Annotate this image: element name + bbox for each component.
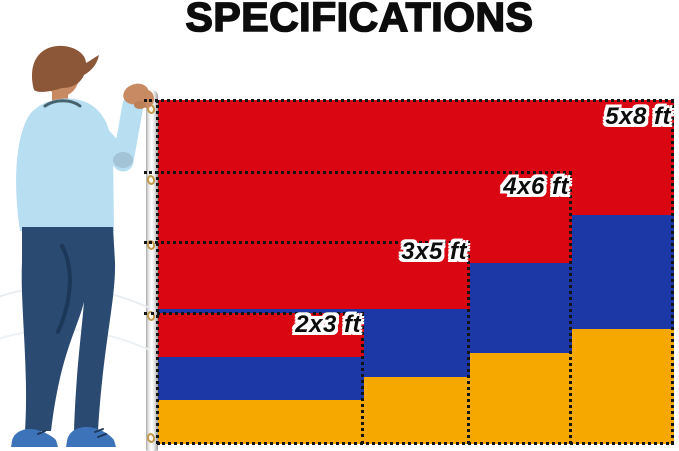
hair [32,45,99,92]
collar [43,99,82,108]
size-label-2x3: 2x3 ft [295,311,361,338]
shoe-laces [37,428,107,438]
flag-2x3 [158,313,364,445]
person-illustration [0,45,154,447]
page-title: SPECIFICATIONS [185,0,534,40]
flag-stripe-red [158,313,364,357]
background-swoosh [0,328,151,351]
shoe-left [11,429,58,447]
size-label-5x8: 5x8 ft [605,103,671,130]
elbow-patch [113,152,133,168]
size-label-3x5: 3x5 ft [401,238,467,265]
sweater-torso [16,98,114,231]
pants-crease [56,244,72,334]
shoe-right [66,427,116,447]
raised-arm [86,94,144,172]
flag-stripe-orange [158,400,364,445]
flag-stripe-blue [158,356,364,401]
size-label-4x6: 4x6 ft [503,173,569,200]
pants [21,227,116,431]
flag-stripe-red [158,242,470,310]
